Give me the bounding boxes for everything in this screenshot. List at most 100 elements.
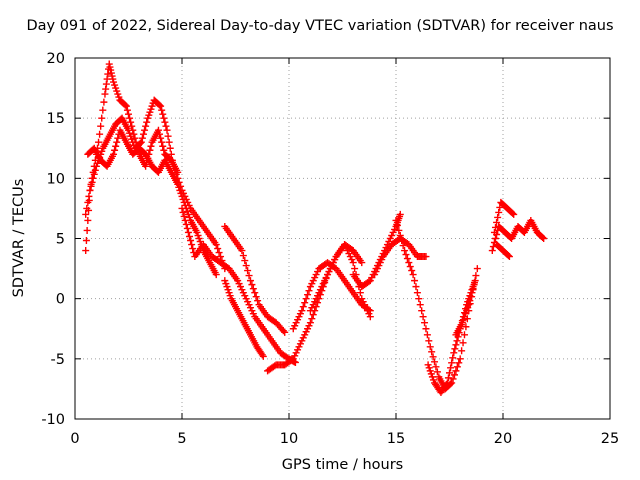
data-point (356, 289, 364, 297)
data-point (425, 337, 433, 345)
data-point (110, 150, 118, 158)
data-point (308, 315, 316, 323)
data-point (453, 337, 461, 345)
data-point (492, 223, 500, 231)
data-point (114, 134, 122, 142)
data-point (415, 295, 423, 303)
data-point (131, 134, 139, 142)
data-point (127, 118, 135, 126)
data-point (141, 126, 149, 134)
data-point (258, 351, 266, 359)
data-point (215, 249, 223, 257)
x-tick-label: 15 (387, 431, 405, 447)
data-point (113, 138, 121, 146)
data-point (245, 272, 253, 280)
data-point (395, 226, 403, 234)
y-tick-label: -10 (41, 412, 65, 428)
data-point (84, 198, 92, 206)
data-point (365, 306, 373, 314)
data-point (418, 307, 426, 315)
data-point (132, 138, 140, 146)
data-point (452, 341, 460, 349)
data-point (492, 235, 500, 242)
plot-frame (74, 57, 611, 420)
data-point (402, 251, 410, 259)
data-point (413, 289, 421, 297)
data-point (447, 364, 455, 372)
series-track-9 (306, 241, 366, 315)
data-point (495, 208, 503, 216)
data-point (469, 285, 477, 293)
data-point (365, 278, 373, 286)
data-point (358, 259, 366, 267)
data-point (165, 138, 173, 146)
data-point (509, 209, 517, 217)
data-point (504, 252, 512, 260)
x-tick-label: 25 (601, 431, 619, 447)
data-point (443, 379, 451, 387)
data-point (540, 235, 548, 242)
data-point (83, 204, 91, 212)
data-point (408, 267, 416, 275)
data-point (428, 348, 436, 356)
data-point (291, 358, 299, 366)
series-track-3 (84, 126, 220, 279)
data-point (455, 359, 463, 367)
data-point (242, 262, 250, 270)
data-points (82, 60, 548, 397)
data-point (423, 331, 431, 339)
data-point (85, 192, 93, 200)
data-point (129, 126, 137, 134)
series-track-15 (488, 216, 548, 255)
data-point (244, 267, 252, 275)
data-point (254, 297, 262, 305)
data-point (450, 349, 458, 357)
data-point (183, 224, 191, 232)
x-axis-label: GPS time / hours (281, 457, 404, 473)
data-point (488, 247, 496, 255)
data-point (126, 114, 134, 122)
data-point (421, 319, 429, 327)
data-point (299, 303, 307, 311)
data-point (411, 277, 419, 285)
data-point (189, 245, 197, 253)
x-tick-label: 0 (70, 431, 79, 447)
series-track-14 (452, 277, 479, 339)
data-point (398, 237, 406, 245)
data-point (251, 289, 259, 297)
data-point (123, 106, 131, 114)
data-point (158, 138, 166, 146)
series-track-17 (493, 241, 513, 261)
data-point (450, 371, 458, 379)
data-point (87, 180, 95, 188)
data-point (456, 355, 464, 363)
data-point (96, 130, 104, 138)
data-point (301, 299, 309, 307)
data-point (468, 289, 476, 297)
data-point (82, 210, 90, 218)
data-point (174, 168, 182, 176)
data-point (181, 216, 189, 224)
data-point (366, 307, 374, 315)
data-point (401, 247, 409, 255)
data-point (399, 242, 407, 250)
y-tick-label: 0 (56, 292, 65, 308)
data-point (142, 122, 150, 130)
grid-lines (75, 58, 610, 419)
data-point (281, 328, 289, 336)
data-point (448, 359, 456, 367)
y-tick-label: 15 (47, 111, 65, 127)
data-point (102, 85, 110, 93)
data-point (248, 281, 256, 289)
data-point (259, 352, 267, 360)
y-tick-label: 20 (47, 51, 65, 67)
series-track-11 (371, 235, 430, 279)
data-point (279, 327, 287, 335)
data-point (147, 142, 155, 150)
series-track-12 (392, 216, 481, 393)
data-point (214, 245, 222, 253)
data-point (130, 130, 138, 138)
data-point (419, 313, 427, 321)
data-point (393, 221, 401, 229)
data-point (406, 263, 414, 271)
